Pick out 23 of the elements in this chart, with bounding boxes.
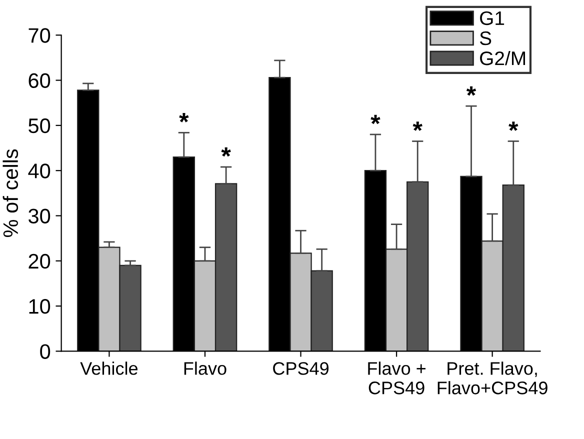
y-tick-label: 0 bbox=[40, 344, 50, 359]
y-tick-label: 70 bbox=[28, 28, 50, 43]
annotation: * bbox=[370, 114, 380, 124]
x-tick-label: Flavo + CPS49 bbox=[368, 362, 426, 394]
legend-label: S bbox=[480, 31, 492, 46]
y-tick-label: 20 bbox=[28, 254, 50, 269]
annotation: * bbox=[466, 86, 476, 96]
annotation: * bbox=[508, 122, 518, 131]
y-tick-label: 50 bbox=[28, 118, 50, 134]
legend-label: G2/M bbox=[480, 50, 525, 66]
x-tick-label: Vehicle bbox=[80, 362, 138, 375]
x-tick-label: CPS49 bbox=[273, 362, 329, 375]
y-tick-label: 60 bbox=[28, 73, 50, 88]
annotation: * bbox=[179, 113, 189, 122]
legend-label: G1 bbox=[480, 11, 504, 26]
annotation: * bbox=[221, 147, 231, 157]
y-tick-label: 10 bbox=[29, 299, 50, 314]
x-tick-label: Pret. Flavo, Flavo+CPS49 bbox=[438, 362, 548, 394]
x-tick-label: Flavo bbox=[184, 362, 226, 375]
annotation: * bbox=[412, 122, 422, 131]
y-tick-label: 30 bbox=[28, 208, 50, 224]
y-tick-label: 40 bbox=[28, 164, 50, 178]
y-axis-title: % of cells bbox=[2, 149, 18, 237]
